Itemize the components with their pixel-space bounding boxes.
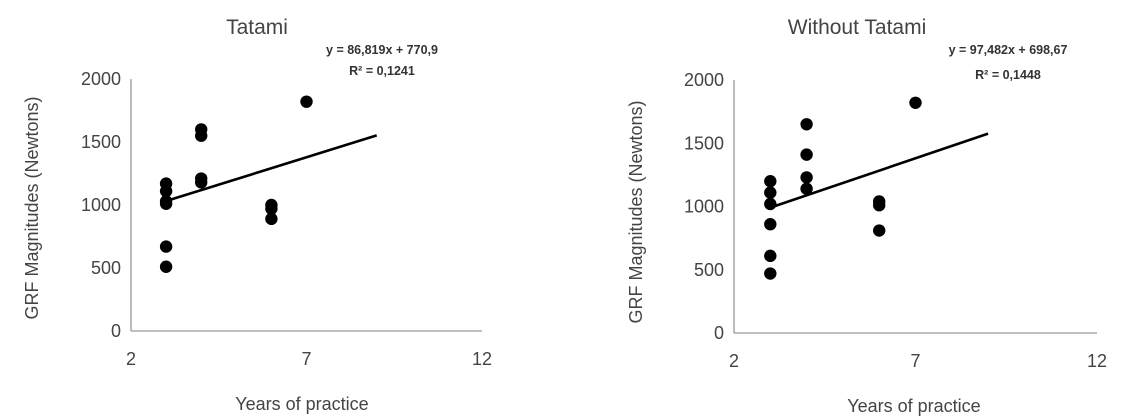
y-tick-label: 2000 [81,69,121,89]
y-tick-label: 1500 [684,133,724,153]
x-tick-label: 2 [126,349,136,369]
data-point [873,195,886,208]
data-points [159,95,313,273]
data-point [300,95,313,108]
trendline-equation: y = 86,819x + 770,9 [326,43,438,57]
data-point [764,186,777,199]
data-point [195,172,208,185]
data-point [265,212,278,226]
y-tick-label: 1000 [81,195,121,215]
data-point [159,195,173,208]
chart-title: Tatami [226,16,288,39]
data-point [159,177,173,190]
trendline-equation: y = 97,482x + 698,67 [949,43,1068,57]
data-point [159,260,173,273]
y-axis-label: GRF Magnitudes (Newtons) [626,100,646,323]
data-point [764,249,777,263]
x-tick-label: 12 [472,349,492,369]
chart-without-tatami: Without Tatami y = 97,482x + 698,67 R² =… [626,16,1107,416]
y-tick-label: 1000 [684,197,724,217]
data-point [195,123,208,136]
data-point [265,198,278,212]
data-points [764,96,922,280]
data-point [764,267,777,280]
r-squared-label: R² = 0,1448 [975,68,1041,82]
y-tick-label: 0 [714,323,724,343]
x-tick-label: 12 [1087,351,1107,371]
data-point [800,148,813,161]
data-point [800,118,813,131]
x-tick-label: 7 [910,351,920,371]
y-tick-label: 500 [91,258,121,278]
data-point [800,171,813,184]
ticks: 0 500 1000 1500 2000 2 7 12 [684,70,1107,371]
x-axis-label: Years of practice [847,396,980,416]
trendline [769,132,989,209]
ticks: 0 500 1000 1500 2000 2 7 12 [81,69,492,369]
data-point [873,224,886,237]
x-tick-label: 7 [301,349,311,369]
chart-title: Without Tatami [788,16,927,39]
x-axis-label: Years of practice [235,394,368,414]
data-point [909,96,922,109]
data-point [764,175,777,188]
x-tick-label: 2 [729,351,739,371]
data-point [764,218,777,231]
y-tick-label: 500 [694,260,724,280]
data-point [764,197,777,211]
y-tick-label: 2000 [684,70,724,90]
trendline [165,134,378,203]
data-point [159,240,173,253]
y-tick-label: 1500 [81,132,121,152]
y-tick-label: 0 [111,321,121,341]
chart-tatami: Tatami y = 86,819x + 770,9 R² = 0,1241 G… [22,16,492,414]
y-axis-label: GRF Magnitudes (Newtons) [22,96,42,319]
r-squared-label: R² = 0,1241 [349,64,415,78]
data-point [800,182,813,195]
